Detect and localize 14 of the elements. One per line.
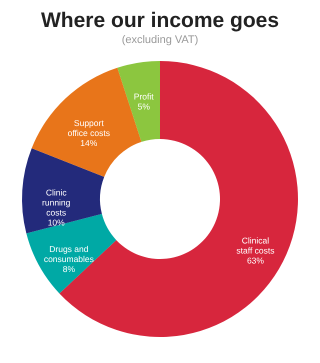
data-label: 10% [48,217,66,228]
slice-label: Profit [134,91,154,102]
slice-label: Clinic running costs [42,187,71,218]
data-label: 14% [80,138,98,148]
slice-label: Clinical staff costs [236,235,274,256]
chart-subtitle: (excluding VAT) [122,34,198,46]
data-label: 8% [62,264,76,274]
data-label: 63% [246,255,264,266]
chart-title: Where our income goes [40,9,280,32]
data-label: 5% [138,101,150,112]
slice-label: Drugs and consumables [44,244,94,264]
donut-slice [22,148,104,234]
slice-label: Support office costs [68,118,110,138]
donut-slice [117,61,160,142]
